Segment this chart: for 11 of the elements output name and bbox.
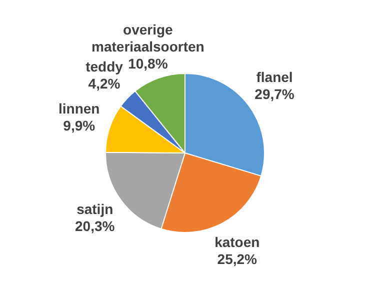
data-label: 29,7% bbox=[254, 86, 295, 102]
data-label: 9,9% bbox=[63, 117, 96, 134]
data-label: 10,8% bbox=[128, 56, 168, 72]
slice-label: teddy bbox=[86, 58, 124, 74]
slice-label: flanel bbox=[256, 68, 293, 85]
slice-label: katoen bbox=[214, 234, 260, 250]
data-label: 20,3% bbox=[75, 218, 116, 234]
slice-label: linnen bbox=[58, 100, 100, 116]
slice-label: satijn bbox=[76, 200, 114, 217]
data-label: 4,2% bbox=[88, 75, 121, 92]
data-label: 25,2% bbox=[217, 250, 258, 267]
